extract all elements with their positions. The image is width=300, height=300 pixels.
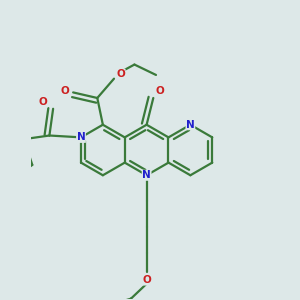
Text: O: O	[116, 69, 125, 79]
Text: N: N	[142, 170, 151, 180]
Text: O: O	[38, 97, 47, 107]
Text: N: N	[76, 132, 85, 142]
Text: O: O	[156, 86, 164, 96]
Text: O: O	[61, 85, 69, 96]
Text: O: O	[142, 275, 151, 285]
Text: N: N	[186, 120, 195, 130]
